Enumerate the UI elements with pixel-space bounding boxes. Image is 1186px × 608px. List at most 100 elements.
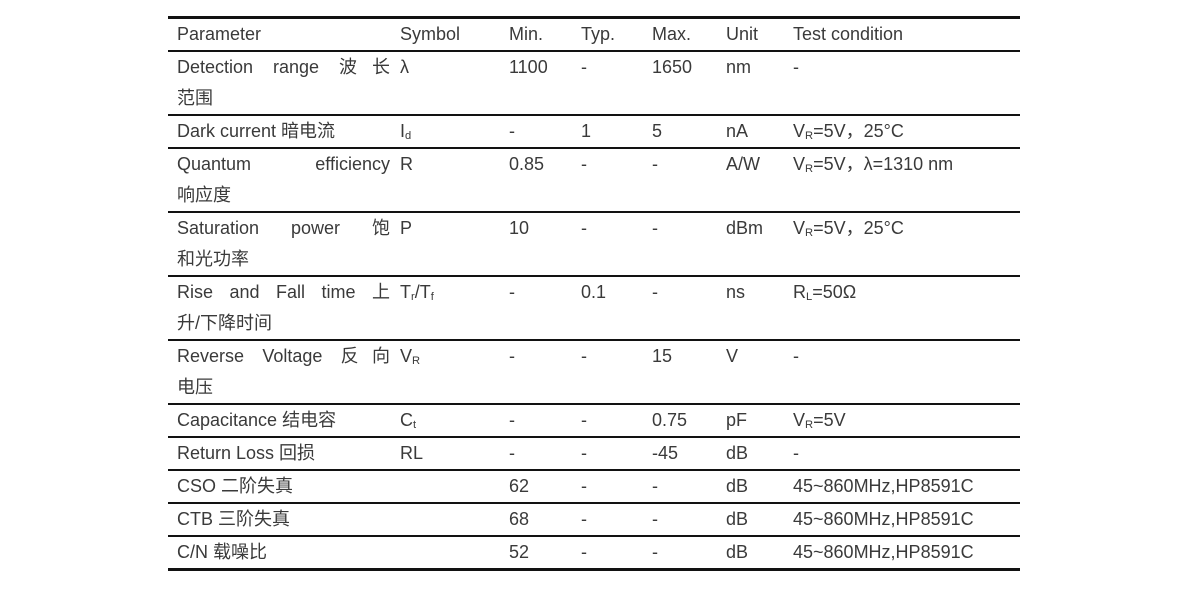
table-row: Capacitance 结电容 Ct - -0.75 pF VR=5V [168, 404, 1020, 438]
cell-parameter: Capacitance 结电容 [168, 404, 400, 438]
parameter-text-line: Quantum efficiency [177, 154, 390, 174]
cell-min: 10 [509, 212, 581, 277]
cell-test-condition: 45~860MHz,HP8591C [793, 503, 1020, 537]
cell-test-condition: VR=5V，25°C [793, 212, 1020, 277]
cell-min: - [509, 404, 581, 438]
table-row: Saturation power 饱和光功率 P 10- - dBm VR=5V，25°C [168, 212, 1020, 277]
column-header-test-condition: Test condition [793, 17, 1020, 52]
cell-parameter: C/N 载噪比 [168, 536, 400, 571]
parameter-text-line: Return Loss 回损 [177, 443, 316, 463]
cell-unit: dB [726, 470, 793, 504]
parameter-text-line: Capacitance 结电容 [177, 410, 337, 430]
spec-table-body: Detection range 波长 范围 λ 1100-1650 nm - Dark cu… [168, 51, 1020, 571]
cell-test-condition: VR=5V，λ=1310 nm [793, 148, 1020, 213]
cell-unit: nA [726, 115, 793, 149]
cell-typ: - [581, 148, 652, 213]
spec-table-header: Parameter Symbol Min. Typ. Max. Unit Tes… [168, 17, 1020, 52]
cell-max: - [652, 536, 726, 571]
cell-max: 5 [652, 115, 726, 149]
cell-parameter: Saturation power 饱和光功率 [168, 212, 400, 277]
cell-min: - [509, 340, 581, 405]
cell-symbol: RL [400, 437, 509, 471]
cell-min: - [509, 115, 581, 149]
cell-min: 62 [509, 470, 581, 504]
cell-symbol [400, 536, 509, 571]
cell-max: -45 [652, 437, 726, 471]
spec-table: Parameter Symbol Min. Typ. Max. Unit Tes… [168, 16, 1020, 571]
cell-symbol: Tr/Tf [400, 276, 509, 341]
cell-max: - [652, 276, 726, 341]
table-row: C/N 载噪比 52- - dB 45~860MHz,HP8591C [168, 536, 1020, 571]
cell-max: 1650 [652, 51, 726, 116]
cell-max: 0.75 [652, 404, 726, 438]
cell-symbol: VR [400, 340, 509, 405]
cell-symbol [400, 470, 509, 504]
cell-typ: - [581, 212, 652, 277]
header-row: Parameter Symbol Min. Typ. Max. Unit Tes… [168, 17, 1020, 52]
cell-unit: dB [726, 536, 793, 571]
cell-test-condition: VR=5V [793, 404, 1020, 438]
cell-max: 15 [652, 340, 726, 405]
parameter-text-line: 和光功率 [177, 249, 249, 269]
parameter-text-line: Detection range 波长 [177, 57, 390, 77]
table-row: Rise and Fall time 上升/下降时间 Tr/Tf -0.1- ns RL… [168, 276, 1020, 341]
cell-typ: - [581, 340, 652, 405]
cell-parameter: Detection range 波长 范围 [168, 51, 400, 116]
cell-typ: - [581, 503, 652, 537]
cell-parameter: Reverse Voltage 反向 电压 [168, 340, 400, 405]
cell-typ: - [581, 470, 652, 504]
cell-max: - [652, 503, 726, 537]
cell-typ: - [581, 536, 652, 571]
parameter-text-line: 升/下降时间 [177, 313, 273, 333]
cell-test-condition: RL=50Ω [793, 276, 1020, 341]
cell-test-condition: - [793, 51, 1020, 116]
cell-unit: A/W [726, 148, 793, 213]
cell-typ: 0.1 [581, 276, 652, 341]
column-header-unit: Unit [726, 17, 793, 52]
column-header-max: Max. [652, 17, 726, 52]
cell-unit: nm [726, 51, 793, 116]
parameter-text-line: C/N 载噪比 [177, 542, 267, 562]
table-row: Dark current 暗电流 Id -1 5 nA VR=5V，25°C [168, 115, 1020, 149]
cell-min: 52 [509, 536, 581, 571]
cell-symbol: λ [400, 51, 509, 116]
cell-parameter: CSO 二阶失真 [168, 470, 400, 504]
parameter-text-line: 响应度 [177, 185, 231, 205]
cell-typ: 1 [581, 115, 652, 149]
cell-typ: - [581, 437, 652, 471]
cell-test-condition: 45~860MHz,HP8591C [793, 470, 1020, 504]
cell-min: 68 [509, 503, 581, 537]
table-row: Reverse Voltage 反向 电压 VR - -15 V - [168, 340, 1020, 405]
cell-min: - [509, 276, 581, 341]
cell-parameter: Return Loss 回损 [168, 437, 400, 471]
table-row: Return Loss 回损 RL - - -45 dB - [168, 437, 1020, 471]
parameter-text-line: 电压 [177, 377, 213, 397]
cell-parameter: CTB 三阶失真 [168, 503, 400, 537]
cell-unit: dB [726, 437, 793, 471]
cell-min: 0.85 [509, 148, 581, 213]
cell-max: - [652, 212, 726, 277]
cell-unit: V [726, 340, 793, 405]
parameter-text-line: Reverse Voltage 反向 [177, 346, 390, 366]
cell-unit: dBm [726, 212, 793, 277]
parameter-text-line: Saturation power 饱 [177, 218, 390, 238]
column-header-parameter: Parameter [168, 17, 400, 52]
parameter-text-line: CSO 二阶失真 [177, 476, 294, 496]
cell-typ: - [581, 404, 652, 438]
cell-symbol: P [400, 212, 509, 277]
cell-symbol: Ct [400, 404, 509, 438]
table-row: CSO 二阶失真 62- - dB 45~860MHz,HP8591C [168, 470, 1020, 504]
cell-max: - [652, 470, 726, 504]
cell-symbol: Id [400, 115, 509, 149]
cell-parameter: Quantum efficiency 响应度 [168, 148, 400, 213]
cell-max: - [652, 148, 726, 213]
cell-min: 1100 [509, 51, 581, 116]
parameter-text-line: 范围 [177, 88, 213, 108]
cell-test-condition: 45~860MHz,HP8591C [793, 536, 1020, 571]
table-row: Detection range 波长 范围 λ 1100-1650 nm - [168, 51, 1020, 116]
spec-table-container: Parameter Symbol Min. Typ. Max. Unit Tes… [168, 16, 1020, 571]
table-row: CTB 三阶失真 68- - dB 45~860MHz,HP8591C [168, 503, 1020, 537]
cell-typ: - [581, 51, 652, 116]
cell-symbol: R [400, 148, 509, 213]
column-header-min: Min. [509, 17, 581, 52]
